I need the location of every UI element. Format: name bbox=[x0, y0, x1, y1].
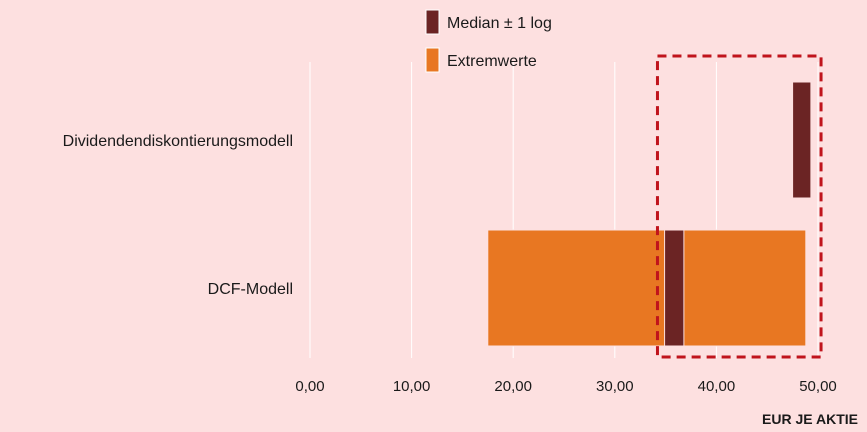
x-tick-label-3: 30,00 bbox=[596, 378, 634, 395]
bar-extremwerte-1 bbox=[487, 229, 807, 347]
x-tick-label-0: 0,00 bbox=[295, 378, 324, 395]
x-tick-label-1: 10,00 bbox=[393, 378, 431, 395]
legend-swatch-1 bbox=[425, 47, 440, 73]
gridlines bbox=[309, 62, 819, 358]
legend-label-1: Extremwerte bbox=[447, 53, 537, 70]
legend-label-0: Median ± 1 log bbox=[447, 15, 552, 32]
highlight-rectangle bbox=[655, 54, 823, 359]
y-axis-categories: Dividendendiskontierungsmodell DCF-Modell bbox=[63, 133, 293, 298]
category-label-0: Dividendendiskontierungsmodell bbox=[63, 133, 293, 150]
x-tick-label-2: 20,00 bbox=[494, 378, 532, 395]
bars bbox=[487, 81, 812, 347]
x-axis-ticks: 0,00 10,00 20,00 30,00 40,00 50,00 bbox=[295, 378, 836, 395]
bar-median-1 bbox=[664, 229, 685, 347]
x-tick-label-5: 50,00 bbox=[799, 378, 837, 395]
highlight-box bbox=[655, 54, 823, 359]
bar-median-0 bbox=[792, 81, 812, 199]
category-label-1: DCF-Modell bbox=[208, 281, 293, 298]
x-axis-label: EUR JE AKTIE bbox=[762, 411, 858, 427]
legend: Median ± 1 log Extremwerte bbox=[425, 9, 552, 73]
x-tick-label-4: 40,00 bbox=[698, 378, 736, 395]
legend-swatch-0 bbox=[425, 9, 440, 35]
